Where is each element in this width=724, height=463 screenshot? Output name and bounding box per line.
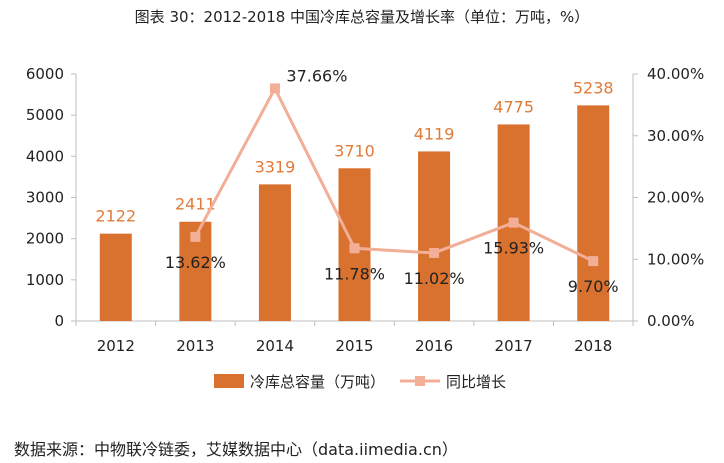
bar-value-label: 5238 bbox=[573, 78, 614, 97]
x-tick-label: 2017 bbox=[495, 337, 533, 355]
source-note: 数据来源：中物联冷链委，艾媒数据中心（data.iimedia.cn） bbox=[14, 440, 458, 459]
x-tick-label: 2013 bbox=[176, 337, 214, 355]
y-left-tick-label: 0 bbox=[54, 312, 64, 330]
x-tick-label: 2014 bbox=[256, 337, 294, 355]
growth-marker bbox=[588, 256, 599, 267]
legend: 冷库总容量（万吨） 同比增长 bbox=[214, 373, 506, 391]
bar-labels: 2122 2411 3319 3710 4119 4775 5238 bbox=[95, 78, 613, 225]
y-right-tick-label: 20.00% bbox=[647, 189, 704, 207]
axes: 0 1000 2000 3000 4000 5000 6000 0.00% 10.00% 20.0… bbox=[26, 65, 704, 355]
growth-value-label: 11.78% bbox=[324, 264, 385, 283]
x-tick-label: 2015 bbox=[335, 337, 373, 355]
legend-swatch-bar bbox=[214, 374, 244, 388]
y-left-tick-label: 1000 bbox=[26, 271, 64, 289]
y-right-tick-label: 10.00% bbox=[647, 250, 704, 268]
growth-marker bbox=[349, 243, 360, 254]
growth-marker bbox=[269, 83, 280, 94]
chart-title: 图表 30：2012-2018 中国冷库总容量及增长率（单位：万吨，%） bbox=[134, 8, 590, 26]
bar-value-label: 3710 bbox=[334, 141, 375, 160]
x-tick-label: 2018 bbox=[574, 337, 612, 355]
y-right-tick-label: 0.00% bbox=[647, 312, 695, 330]
growth-value-label: 37.66% bbox=[286, 66, 347, 85]
y-right-tick-label: 40.00% bbox=[647, 65, 704, 83]
bars bbox=[99, 105, 610, 321]
growth-polyline bbox=[194, 85, 594, 263]
bar bbox=[99, 233, 132, 321]
bar bbox=[418, 151, 451, 321]
y-right-tick-label: 30.00% bbox=[647, 127, 704, 145]
growth-value-label: 9.70% bbox=[568, 277, 619, 296]
x-tick-label: 2016 bbox=[415, 337, 453, 355]
growth-marker bbox=[429, 247, 440, 258]
bar bbox=[258, 184, 291, 321]
y-left-tick-label: 6000 bbox=[26, 65, 64, 83]
growth-marker bbox=[508, 217, 519, 228]
legend-swatch-marker bbox=[415, 376, 425, 386]
growth-marker bbox=[190, 231, 201, 242]
bar-value-label: 2411 bbox=[175, 195, 216, 214]
y-left-tick-label: 5000 bbox=[26, 106, 64, 124]
growth-value-label: 11.02% bbox=[404, 269, 465, 288]
y-left-tick-label: 3000 bbox=[26, 189, 64, 207]
bar bbox=[577, 105, 610, 321]
growth-value-label: 13.62% bbox=[165, 253, 226, 272]
y-left-tick-label: 2000 bbox=[26, 230, 64, 248]
bar-value-label: 4775 bbox=[493, 97, 534, 116]
legend-label-bar: 冷库总容量（万吨） bbox=[250, 373, 385, 391]
growth-value-label: 15.93% bbox=[483, 239, 544, 258]
x-tick-label: 2012 bbox=[97, 337, 135, 355]
bar-value-label: 3319 bbox=[255, 157, 296, 176]
growth-line bbox=[190, 83, 599, 267]
legend-label-line: 同比增长 bbox=[446, 373, 506, 391]
line-labels: 13.62% 37.66% 11.78% 11.02% 15.93% 9.70% bbox=[165, 66, 619, 296]
bar-value-label: 4119 bbox=[414, 124, 455, 143]
bar-value-label: 2122 bbox=[95, 207, 136, 226]
y-left-tick-label: 4000 bbox=[26, 147, 64, 165]
